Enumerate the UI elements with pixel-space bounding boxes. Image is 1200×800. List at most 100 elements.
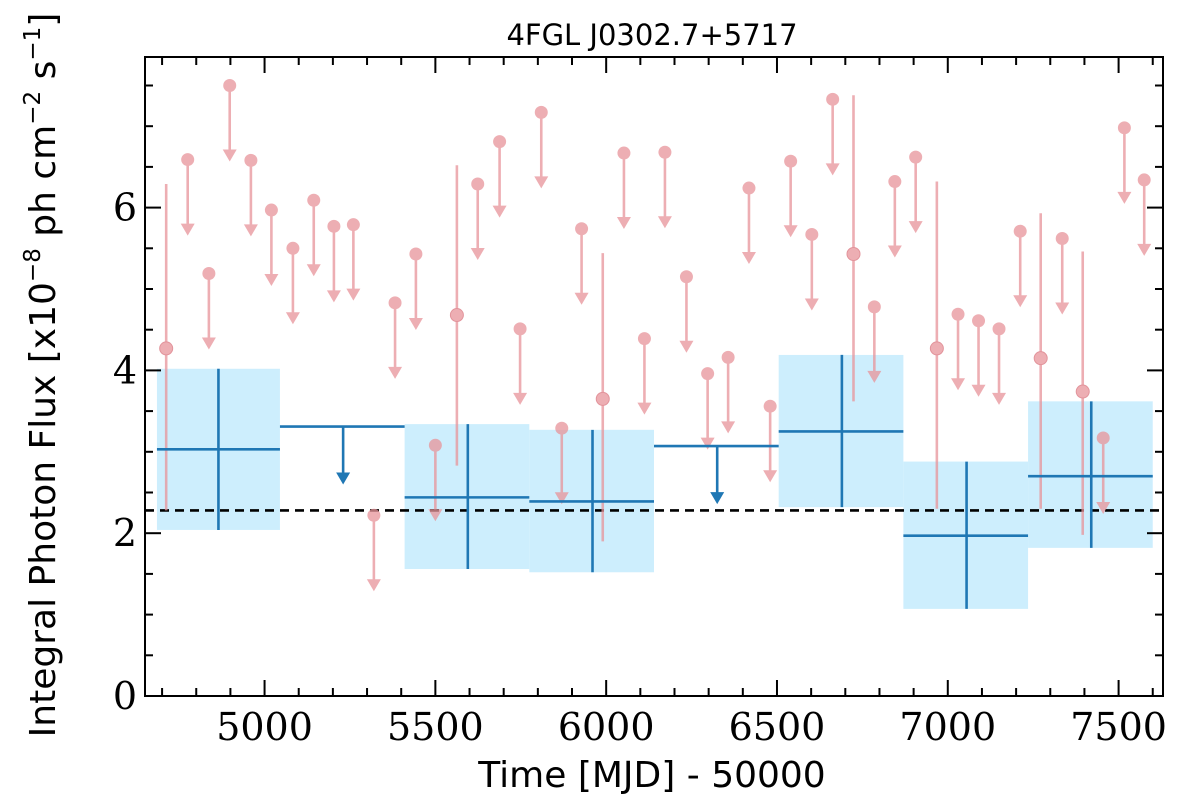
short-bin-point-27 <box>721 350 736 434</box>
short-bin-arrow-head <box>867 370 882 383</box>
short-bin-marker <box>805 227 819 241</box>
short-bin-arrow-head <box>992 392 1007 405</box>
short-bin-marker <box>1055 232 1069 246</box>
short-bin-marker <box>909 150 923 164</box>
short-bin-point-16 <box>492 135 507 218</box>
short-bin-arrow-head <box>783 225 798 238</box>
plot-area <box>145 78 1163 609</box>
short-bin-arrow-head <box>222 149 237 162</box>
short-bin-point-9 <box>346 218 361 301</box>
short-bin-marker <box>307 193 321 207</box>
long-bin-7 <box>1028 401 1153 548</box>
short-bin-arrow-head <box>951 378 966 391</box>
short-bin-marker <box>367 508 381 522</box>
short-bin-arrow-head <box>492 205 507 218</box>
x-tick-label: 7500 <box>1070 705 1167 749</box>
short-bin-arrow-head <box>366 579 381 592</box>
axes: 5000 5500 6000 6500 7000 7500 0 2 4 6 <box>113 56 1167 749</box>
short-bin-arrow-head <box>679 340 694 353</box>
short-bin-arrow-head <box>388 366 403 379</box>
y-axis-label-exp2: −2 <box>20 91 46 125</box>
short-bin-arrow-head <box>243 224 258 237</box>
short-bin-arrow-head <box>616 217 631 230</box>
y-axis-label-exp3: −1 <box>20 27 46 61</box>
long-bin-3 <box>529 429 654 573</box>
short-bin-arrow-head <box>180 223 195 236</box>
long-bin-6 <box>903 461 1029 609</box>
short-bin-marker <box>701 367 715 381</box>
short-bin-point-10 <box>366 508 381 592</box>
short-bin-marker <box>1096 431 1110 445</box>
short-bin-marker <box>846 246 861 261</box>
short-bin-point-5 <box>264 203 279 287</box>
y-axis-label: Integral Photon Flux [x10−8 ph cm−2 s−1] <box>20 13 64 738</box>
short-bin-marker <box>223 78 237 92</box>
short-bin-arrow-head <box>470 247 485 260</box>
short-bin-marker <box>992 322 1006 336</box>
short-bin-point-24 <box>657 145 672 229</box>
long-bin-4 <box>654 444 779 505</box>
short-bin-marker <box>449 308 464 323</box>
y-axis-label-prefix: Integral Photon Flux [x10 <box>23 282 64 737</box>
short-bin-point-26 <box>700 367 715 450</box>
y-axis-label-mid2: s <box>23 61 64 91</box>
long-bin-arrow-head <box>710 492 725 505</box>
short-bin-arrow-head <box>1117 191 1132 204</box>
short-bin-point-23 <box>637 332 652 415</box>
short-bin-marker <box>972 314 986 328</box>
short-bin-marker <box>929 341 944 356</box>
short-bin-point-41 <box>1013 224 1028 308</box>
short-bin-marker <box>637 332 651 346</box>
short-bin-arrow-head <box>408 317 423 330</box>
short-bin-point-6 <box>285 241 300 325</box>
x-tick-label: 6000 <box>558 705 655 749</box>
short-bin-point-38 <box>951 307 966 391</box>
short-bin-arrow-head <box>657 216 672 229</box>
short-bin-point-25 <box>679 270 694 353</box>
short-bin-marker <box>1075 384 1090 399</box>
short-bin-point-12 <box>408 247 423 330</box>
short-bin-marker <box>617 146 631 160</box>
short-bin-arrow-head <box>637 402 652 415</box>
short-bin-point-29 <box>763 399 778 483</box>
short-bin-arrow-head <box>428 509 443 522</box>
short-bin-point-7 <box>306 193 321 277</box>
y-tick-label: 6 <box>113 186 137 230</box>
short-bin-marker <box>951 307 965 321</box>
short-bin-point-3 <box>222 78 237 162</box>
short-bin-point-47 <box>1137 173 1152 256</box>
short-bin-arrow-head <box>346 288 361 301</box>
short-bin-arrow-head <box>908 221 923 234</box>
y-tick-label: 4 <box>113 348 137 392</box>
short-bin-point-45 <box>1096 431 1111 514</box>
short-bin-arrow-head <box>763 470 778 483</box>
short-bin-marker <box>534 105 548 119</box>
short-bin-point-8 <box>326 219 341 303</box>
short-bin-marker <box>471 177 485 191</box>
short-bin-marker <box>658 145 672 159</box>
long-bin-0 <box>156 368 280 530</box>
short-bin-marker <box>428 438 442 452</box>
plot-frame <box>144 56 1164 697</box>
short-bin-marker <box>388 296 402 310</box>
short-bin-point-39 <box>971 314 986 397</box>
short-bin-point-34 <box>867 300 882 383</box>
short-bin-marker <box>763 399 777 413</box>
short-bin-point-44 <box>1075 251 1090 535</box>
short-bin-arrow-head <box>741 252 756 265</box>
short-bin-arrow-head <box>201 337 216 350</box>
short-bin-point-22 <box>616 146 631 230</box>
short-bin-point-13 <box>428 438 443 522</box>
short-bin-marker <box>159 341 174 356</box>
short-bin-marker <box>346 218 360 232</box>
short-bin-point-4 <box>243 153 258 237</box>
long-bin-arrow-head <box>336 472 351 485</box>
short-bin-marker <box>181 153 195 167</box>
short-bin-marker <box>555 421 569 435</box>
short-bin-point-33 <box>846 95 861 402</box>
short-bin-point-15 <box>470 177 485 260</box>
short-bin-arrow-head <box>971 384 986 397</box>
short-bin-point-32 <box>825 92 840 176</box>
short-bin-point-17 <box>513 322 528 405</box>
